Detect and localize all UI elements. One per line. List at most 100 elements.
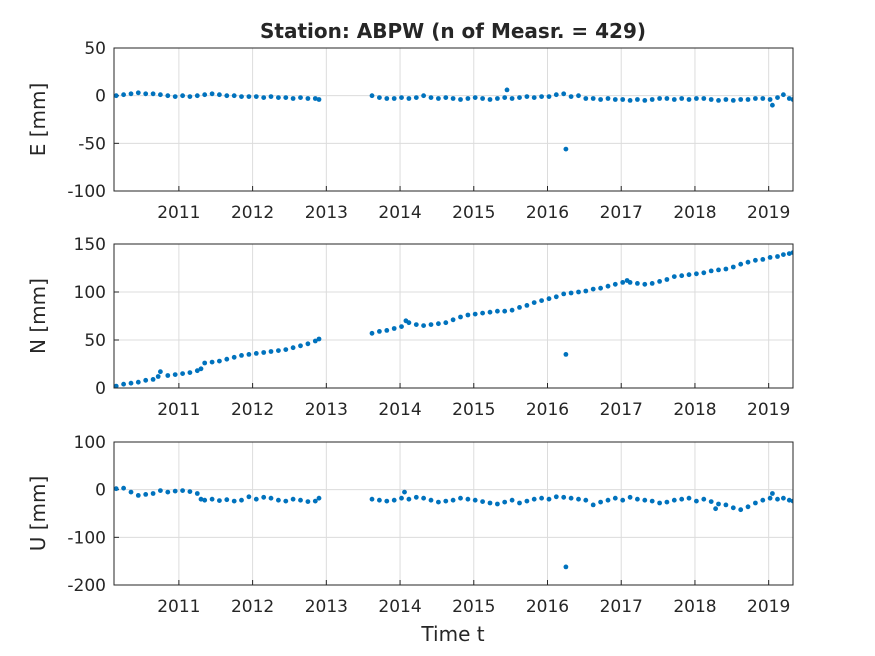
data-point <box>384 328 390 333</box>
data-point <box>172 94 178 99</box>
data-point <box>509 497 515 503</box>
data-point <box>121 485 126 491</box>
data-point <box>664 96 670 101</box>
x-tick-label: 2011 <box>157 203 200 223</box>
data-point <box>480 96 485 101</box>
data-point <box>298 497 303 503</box>
x-tick-label: 2016 <box>526 203 569 223</box>
data-point <box>664 499 670 505</box>
y-tick-label: 0 <box>95 379 106 399</box>
data-point <box>377 497 382 503</box>
data-point <box>531 95 537 100</box>
y-axis-label: U [mm] <box>26 476 50 552</box>
data-point <box>443 320 449 326</box>
data-point <box>165 489 171 495</box>
data-point <box>524 303 530 308</box>
data-point <box>231 93 237 99</box>
data-point <box>686 495 692 501</box>
data-point <box>546 496 552 502</box>
data-point <box>694 96 699 101</box>
data-point <box>657 96 662 101</box>
data-point <box>730 505 736 511</box>
data-point <box>487 500 493 506</box>
y-tick-label: 100 <box>74 283 106 303</box>
data-point <box>753 500 758 506</box>
x-tick-label: 2019 <box>747 400 790 420</box>
data-point <box>377 329 382 334</box>
data-point <box>369 93 375 99</box>
data-point <box>760 96 766 101</box>
x-tick-label: 2014 <box>378 597 421 617</box>
data-point <box>217 92 222 98</box>
data-point <box>217 358 222 364</box>
data-point <box>627 98 633 103</box>
data-point <box>730 98 736 103</box>
data-point <box>738 507 744 513</box>
y-axis-label: N [mm] <box>26 278 50 354</box>
data-point <box>472 95 478 100</box>
data-point <box>224 497 230 503</box>
data-point <box>121 381 126 387</box>
data-point <box>391 326 397 331</box>
data-point <box>239 94 244 99</box>
data-point <box>428 95 434 100</box>
data-point <box>679 496 685 502</box>
data-point <box>458 97 463 102</box>
data-point <box>305 341 311 347</box>
data-point <box>568 290 574 296</box>
data-point <box>180 371 186 376</box>
data-point <box>268 495 274 501</box>
x-tick-label: 2011 <box>157 400 200 420</box>
data-point <box>664 277 670 282</box>
data-point <box>231 498 237 504</box>
y-tick-label: 0 <box>95 481 106 501</box>
data-point <box>576 93 581 99</box>
x-tick-label: 2017 <box>600 203 643 223</box>
data-point <box>399 495 404 501</box>
x-tick-label: 2013 <box>305 203 348 223</box>
data-point <box>472 497 478 503</box>
data-point <box>253 351 259 356</box>
data-point <box>202 497 208 503</box>
data-point <box>143 91 149 97</box>
data-point <box>598 499 603 505</box>
data-point <box>202 360 208 366</box>
data-point <box>172 488 178 494</box>
data-point <box>413 322 419 327</box>
data-point <box>679 273 685 279</box>
data-point <box>738 261 744 267</box>
data-point <box>158 488 163 493</box>
data-point <box>458 314 463 320</box>
data-point <box>775 95 780 100</box>
data-point <box>421 93 426 99</box>
data-point <box>576 496 581 502</box>
data-point <box>436 96 441 101</box>
data-point <box>217 498 222 503</box>
data-point <box>143 377 149 383</box>
data-point <box>598 97 603 102</box>
data-point <box>158 92 163 98</box>
data-point <box>553 494 559 500</box>
data-point <box>753 257 758 263</box>
data-point <box>642 281 648 287</box>
data-point <box>590 502 596 508</box>
data-point <box>465 96 471 101</box>
data-point <box>150 377 156 382</box>
data-point <box>421 495 426 501</box>
data-point <box>546 296 552 302</box>
series-points <box>114 87 793 152</box>
data-point <box>253 496 259 502</box>
data-point <box>561 91 567 97</box>
y-tick-label: 100 <box>74 433 106 453</box>
data-point <box>402 489 407 495</box>
data-point <box>495 96 500 101</box>
data-point <box>701 496 707 502</box>
data-point <box>546 94 552 99</box>
data-point <box>679 96 685 101</box>
data-point <box>316 495 322 501</box>
data-point <box>649 97 655 102</box>
data-point <box>128 489 134 495</box>
data-point <box>480 310 485 316</box>
x-tick-label: 2019 <box>747 597 790 617</box>
data-point <box>194 93 200 99</box>
